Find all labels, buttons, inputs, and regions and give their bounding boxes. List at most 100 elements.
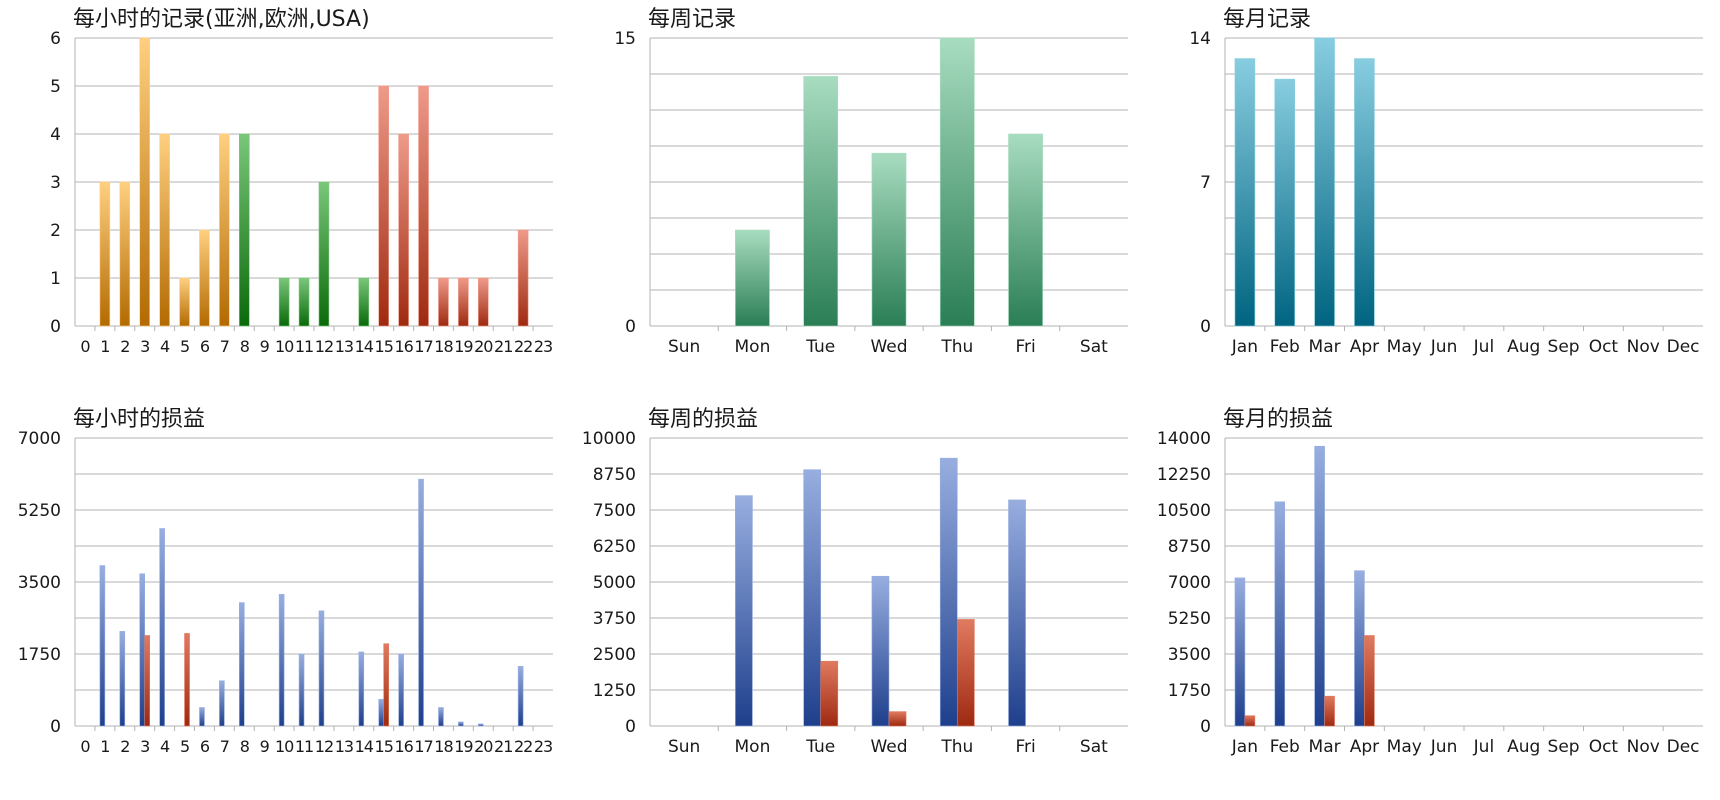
y-tick-label: 1 <box>50 269 61 289</box>
bar <box>318 181 330 327</box>
x-tick-label: 8 <box>240 737 250 756</box>
panel-monthly-records: 每月记录 0 7 14 Jan Feb Mar Apr May Jun Jul Aug Sep Oct No… <box>1150 0 1720 400</box>
y-tick-label: 1750 <box>1168 681 1211 701</box>
x-tick-label: 14 <box>355 737 374 756</box>
bar <box>184 633 190 727</box>
x-tick-label: 22 <box>514 737 532 756</box>
x-tick-label: Sat <box>1080 337 1108 357</box>
chart-title: 每小时的记录(亚洲,欧洲,USA) <box>73 7 370 32</box>
bar <box>1244 715 1256 727</box>
y-tick-label: 10500 <box>1157 501 1211 521</box>
bar <box>139 37 150 327</box>
x-tick-label: 5 <box>180 337 189 356</box>
x-tick-label: 19 <box>454 337 473 356</box>
bar <box>1314 445 1325 727</box>
x-tick-label: 7 <box>220 737 229 756</box>
x-tick-label: 9 <box>260 737 270 756</box>
bar <box>298 653 305 727</box>
bar <box>159 133 170 327</box>
panel-weekly-records: 每周记录 0 15 Sun Mon Tue Wed Thu Fri Sat <box>575 0 1145 400</box>
x-tick-label: May <box>1387 737 1422 757</box>
bar <box>438 707 444 727</box>
x-tick-label: 1 <box>100 337 109 356</box>
bar <box>119 631 126 727</box>
x-tick-label: 10 <box>275 737 294 756</box>
bar <box>871 152 907 327</box>
bar <box>1364 635 1375 727</box>
bar <box>378 85 389 327</box>
x-tick-label: Sun <box>668 337 700 357</box>
x-tick-label: Jan <box>1231 337 1258 357</box>
x-tick-label: Aug <box>1507 737 1540 757</box>
y-tick-label: 3 <box>50 173 61 193</box>
x-tick-label: 5 <box>180 737 189 756</box>
bar <box>1274 78 1296 327</box>
x-tick-label: 23 <box>534 337 552 356</box>
x-tick-label: 15 <box>375 337 393 356</box>
bar <box>99 565 106 727</box>
x-tick-label: 4 <box>160 737 170 756</box>
bar <box>318 610 325 727</box>
y-tick-label: 4 <box>50 125 61 145</box>
x-tick-label: Sep <box>1548 337 1580 357</box>
x-tick-label: 23 <box>534 737 552 756</box>
y-tick-label: 0 <box>50 317 61 337</box>
x-tick-label: 8 <box>240 337 250 356</box>
x-tick-label: 0 <box>80 737 90 756</box>
y-tick-label: 5 <box>50 77 61 97</box>
panel-monthly-profit-loss: 每月的损益 0 1750 3500 5250 7000 8750 10500 12250 1400… <box>1150 400 1720 800</box>
x-tick-label: 15 <box>375 737 393 756</box>
y-tick-label: 7000 <box>1168 573 1211 593</box>
x-tick-label: 20 <box>474 737 493 756</box>
y-tick-label: 6250 <box>593 537 636 557</box>
x-tick-label: Wed <box>870 737 907 757</box>
bar <box>939 457 958 727</box>
x-tick-label: 13 <box>335 337 353 356</box>
y-tick-label: 2 <box>50 221 61 241</box>
y-tick-label: 10000 <box>582 429 636 449</box>
y-tick-label: 1250 <box>593 681 636 701</box>
bar <box>239 133 250 327</box>
x-tick-label: Fri <box>1015 337 1035 357</box>
bar <box>888 711 907 727</box>
chart-title: 每月的损益 <box>1223 407 1333 432</box>
bar <box>159 528 165 727</box>
x-tick-label: 2 <box>120 337 129 356</box>
bar <box>478 723 484 727</box>
x-tick-label: 7 <box>220 337 229 356</box>
x-tick-label: Apr <box>1350 737 1379 757</box>
bar <box>378 698 385 727</box>
bar <box>358 277 370 327</box>
bar <box>278 594 285 727</box>
bar <box>119 181 131 327</box>
x-tick-label: Dec <box>1667 337 1700 357</box>
x-tick-label: Oct <box>1589 337 1619 357</box>
y-tick-label: 3500 <box>1168 645 1211 665</box>
bar <box>418 478 424 727</box>
x-tick-label: Thu <box>940 737 973 757</box>
y-tick-label: 3500 <box>18 573 61 593</box>
x-tick-label: May <box>1387 337 1422 357</box>
x-tick-label: 18 <box>434 737 453 756</box>
y-tick-label: 5250 <box>18 501 61 521</box>
y-tick-label: 14 <box>1189 29 1211 49</box>
x-tick-label: 3 <box>140 737 149 756</box>
x-tick-label: Mon <box>735 337 771 357</box>
bar <box>735 229 770 327</box>
y-tick-label: 8750 <box>593 465 636 485</box>
bar <box>199 707 205 727</box>
x-tick-label: Jun <box>1430 737 1458 757</box>
bar <box>199 229 210 327</box>
bar <box>1354 58 1375 327</box>
panel-weekly-profit-loss: 每周的损益 0 1250 2500 3750 5000 6250 7500 8750 10000 S… <box>575 400 1145 800</box>
chart-title: 每小时的损益 <box>73 407 205 432</box>
bar <box>939 37 975 327</box>
x-tick-label: Dec <box>1667 737 1700 757</box>
y-tick-label: 3750 <box>593 609 636 629</box>
y-tick-label: 0 <box>625 317 636 337</box>
bar <box>298 277 310 327</box>
x-tick-label: Thu <box>940 337 973 357</box>
x-tick-label: 18 <box>434 337 453 356</box>
x-tick-label: 20 <box>474 337 493 356</box>
